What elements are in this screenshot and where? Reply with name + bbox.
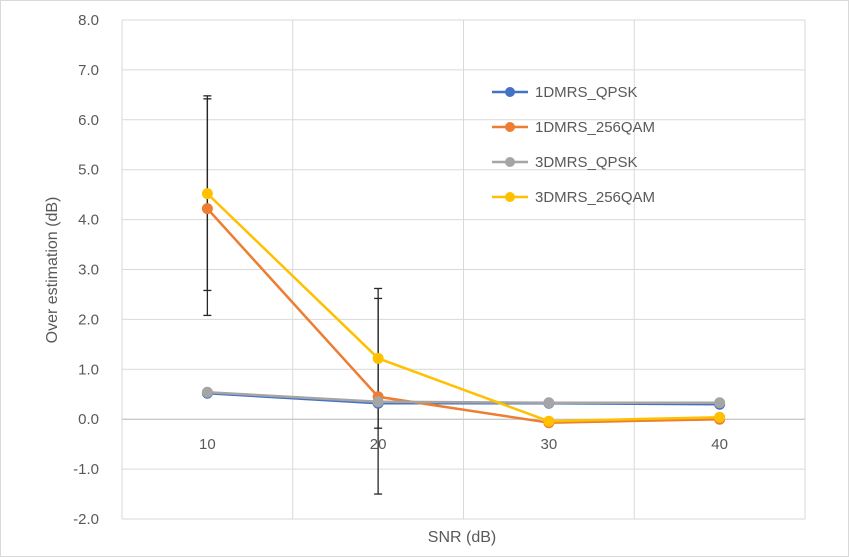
legend: 1DMRS_QPSK 1DMRS_256QAM 3DMRS_QPSK 3DMRS_25… [492, 84, 655, 206]
legend-label: 1DMRS_QPSK [535, 84, 638, 101]
data-point [372, 396, 384, 408]
legend-swatch-marker [505, 157, 515, 167]
data-point [714, 397, 726, 409]
grid-lines [121, 19, 806, 520]
y-tick-label: -1.0 [73, 461, 99, 478]
series-line [206, 192, 720, 423]
y-tick-label: 0.0 [78, 411, 99, 428]
y-tick-label: 3.0 [78, 262, 99, 279]
data-point [543, 397, 555, 409]
y-tick-label: 5.0 [78, 162, 99, 179]
y-tick-label: 8.0 [78, 12, 99, 29]
data-point [201, 188, 213, 200]
y-tick-labels: -2.0 -1.0 0.0 1.0 2.0 3.0 4.0 5.0 6.0 7.0 8.0 [73, 12, 99, 528]
y-tick-label: -2.0 [73, 511, 99, 528]
series-lines [201, 188, 726, 429]
y-tick-label: 7.0 [78, 62, 99, 79]
y-axis-title: Over estimation (dB) [44, 197, 61, 344]
y-tick-label: 2.0 [78, 311, 99, 328]
x-axis-title: SNR (dB) [428, 529, 496, 546]
x-tick-label: 40 [711, 436, 728, 453]
series-line [206, 207, 720, 424]
data-point [714, 411, 726, 423]
legend-swatch-marker [505, 192, 515, 202]
data-point [543, 415, 555, 427]
legend-swatch-marker [505, 87, 515, 97]
legend-swatch-marker [505, 122, 515, 132]
legend-label: 1DMRS_256QAM [535, 119, 655, 136]
data-point [201, 203, 213, 215]
x-tick-label: 30 [541, 436, 558, 453]
x-tick-label: 10 [199, 436, 216, 453]
y-tick-label: 6.0 [78, 112, 99, 129]
legend-label: 3DMRS_QPSK [535, 154, 638, 171]
y-tick-label: 1.0 [78, 361, 99, 378]
legend-label: 3DMRS_256QAM [535, 189, 655, 206]
series-line [207, 391, 720, 404]
data-point [201, 386, 213, 398]
y-tick-label: 4.0 [78, 212, 99, 229]
data-point [372, 352, 384, 364]
